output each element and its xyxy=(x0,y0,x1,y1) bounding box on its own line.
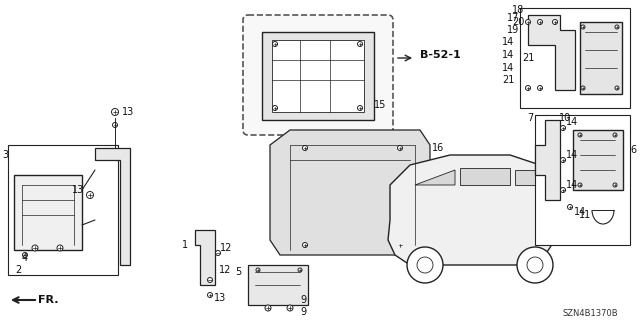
Polygon shape xyxy=(460,168,510,185)
Text: 12: 12 xyxy=(220,243,232,253)
Circle shape xyxy=(615,86,619,90)
Polygon shape xyxy=(95,148,130,265)
Circle shape xyxy=(581,86,585,90)
Text: 14: 14 xyxy=(502,63,514,73)
Text: 1: 1 xyxy=(182,240,188,250)
Text: FR.: FR. xyxy=(38,295,58,305)
Circle shape xyxy=(527,257,543,273)
Text: 14: 14 xyxy=(502,37,514,47)
Bar xyxy=(248,265,308,305)
Circle shape xyxy=(578,183,582,187)
Circle shape xyxy=(613,183,617,187)
Text: 14: 14 xyxy=(566,117,578,127)
Text: 10: 10 xyxy=(559,113,571,123)
Bar xyxy=(262,32,374,120)
Circle shape xyxy=(287,305,293,311)
Polygon shape xyxy=(195,230,215,285)
Circle shape xyxy=(578,133,582,137)
Text: 11: 11 xyxy=(579,210,591,220)
Circle shape xyxy=(615,25,619,29)
Text: SZN4B1370B: SZN4B1370B xyxy=(562,309,618,318)
Text: 6: 6 xyxy=(630,145,636,155)
Text: 13: 13 xyxy=(214,293,226,303)
Bar xyxy=(14,175,82,250)
Polygon shape xyxy=(415,170,455,185)
Bar xyxy=(535,115,630,245)
Polygon shape xyxy=(388,155,560,265)
Circle shape xyxy=(561,125,566,131)
Circle shape xyxy=(358,42,362,46)
Circle shape xyxy=(113,123,118,127)
Text: 21: 21 xyxy=(502,75,514,85)
Polygon shape xyxy=(535,120,560,200)
Bar xyxy=(8,145,118,275)
Text: 14: 14 xyxy=(574,207,586,217)
Text: 13: 13 xyxy=(122,107,134,117)
Circle shape xyxy=(552,20,557,25)
Polygon shape xyxy=(515,170,540,185)
Circle shape xyxy=(581,25,585,29)
Circle shape xyxy=(417,257,433,273)
Text: 14: 14 xyxy=(502,50,514,60)
Text: 18: 18 xyxy=(512,5,524,15)
Text: 15: 15 xyxy=(374,100,386,110)
Text: 2: 2 xyxy=(15,265,21,275)
Text: 21: 21 xyxy=(522,53,534,63)
Text: 9: 9 xyxy=(300,307,306,317)
Circle shape xyxy=(358,106,362,110)
Circle shape xyxy=(397,146,403,150)
Circle shape xyxy=(256,268,260,272)
Circle shape xyxy=(207,277,212,283)
Text: B-52-1: B-52-1 xyxy=(420,50,460,60)
Circle shape xyxy=(57,245,63,251)
Circle shape xyxy=(525,20,531,25)
FancyBboxPatch shape xyxy=(243,15,393,135)
Circle shape xyxy=(303,146,307,150)
Text: 14: 14 xyxy=(566,150,578,160)
Text: 12: 12 xyxy=(219,265,231,275)
Bar xyxy=(272,40,364,112)
Text: 20: 20 xyxy=(512,17,524,27)
Text: 5: 5 xyxy=(235,267,241,277)
Circle shape xyxy=(22,252,28,258)
Circle shape xyxy=(265,305,271,311)
Text: 17: 17 xyxy=(507,13,519,23)
Circle shape xyxy=(538,85,543,91)
Text: 16: 16 xyxy=(432,143,444,153)
Circle shape xyxy=(273,42,278,46)
Bar xyxy=(573,130,623,190)
Circle shape xyxy=(613,133,617,137)
Text: 19: 19 xyxy=(507,25,519,35)
Circle shape xyxy=(303,243,307,247)
Polygon shape xyxy=(528,15,575,90)
Circle shape xyxy=(86,191,93,198)
Bar xyxy=(580,22,622,94)
Circle shape xyxy=(568,204,573,210)
Text: 9: 9 xyxy=(300,295,306,305)
Circle shape xyxy=(111,108,118,116)
Circle shape xyxy=(207,292,212,298)
Circle shape xyxy=(538,20,543,25)
Circle shape xyxy=(561,157,566,163)
Polygon shape xyxy=(270,130,430,255)
Text: 4: 4 xyxy=(22,253,28,263)
Text: 3: 3 xyxy=(2,150,8,160)
Circle shape xyxy=(273,106,278,110)
Text: 7: 7 xyxy=(527,113,533,123)
Circle shape xyxy=(407,247,443,283)
Circle shape xyxy=(525,85,531,91)
Circle shape xyxy=(561,188,566,193)
Circle shape xyxy=(397,243,403,247)
Circle shape xyxy=(32,245,38,251)
Circle shape xyxy=(298,268,302,272)
Circle shape xyxy=(517,247,553,283)
Circle shape xyxy=(216,251,221,255)
Text: 14: 14 xyxy=(566,180,578,190)
Text: 13: 13 xyxy=(72,185,84,195)
Bar xyxy=(520,8,630,108)
